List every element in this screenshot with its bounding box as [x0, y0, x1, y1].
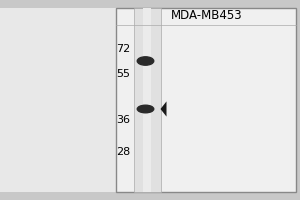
Text: 55: 55: [116, 69, 130, 79]
Bar: [116, 8, 296, 192]
Text: 28: 28: [116, 147, 130, 157]
Text: 72: 72: [116, 44, 130, 54]
Bar: [0, 8, 116, 192]
Ellipse shape: [137, 57, 154, 65]
Text: 36: 36: [116, 115, 130, 125]
Polygon shape: [160, 101, 166, 117]
Bar: [143, 8, 151, 192]
Bar: [134, 8, 160, 192]
Text: MDA-MB453: MDA-MB453: [171, 9, 243, 22]
Ellipse shape: [137, 105, 154, 113]
